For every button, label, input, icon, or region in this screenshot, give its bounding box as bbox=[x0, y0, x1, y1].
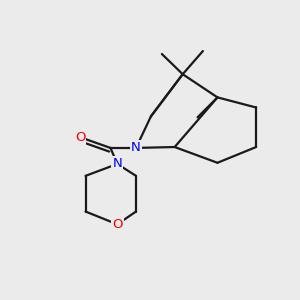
Text: O: O bbox=[75, 131, 86, 144]
Text: N: N bbox=[112, 158, 122, 170]
Text: N: N bbox=[131, 141, 141, 154]
Text: O: O bbox=[112, 218, 123, 231]
